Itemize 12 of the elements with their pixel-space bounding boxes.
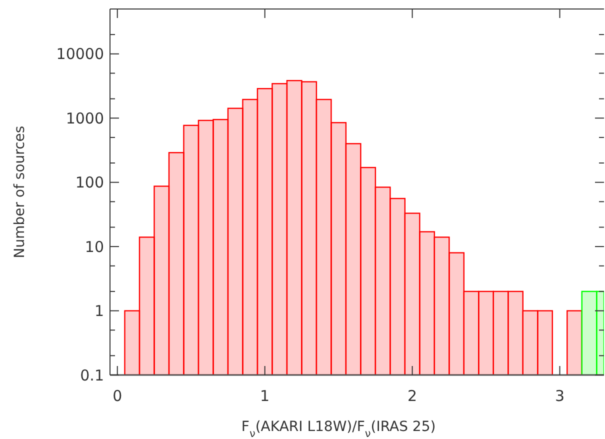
y-tick-label: 100: [75, 174, 104, 192]
x-tick-label: 1: [260, 387, 270, 405]
x-tick-label: 2: [408, 387, 418, 405]
y-axis-title: Number of sources: [12, 126, 28, 258]
y-tick-label: 1: [94, 302, 104, 320]
x-tick-label: 3: [554, 387, 565, 405]
y-tick-label: 10000: [56, 45, 104, 64]
y-tick-label: 0.1: [80, 366, 104, 384]
y-tick-label: 1000: [66, 109, 104, 128]
y-tick-label: 10: [84, 238, 104, 256]
x-tick-label: 0: [112, 387, 122, 405]
x-axis-title: F$_{ν}$(AKARI L18W)/F$_{ν}$(IRAS 25): [241, 419, 436, 439]
